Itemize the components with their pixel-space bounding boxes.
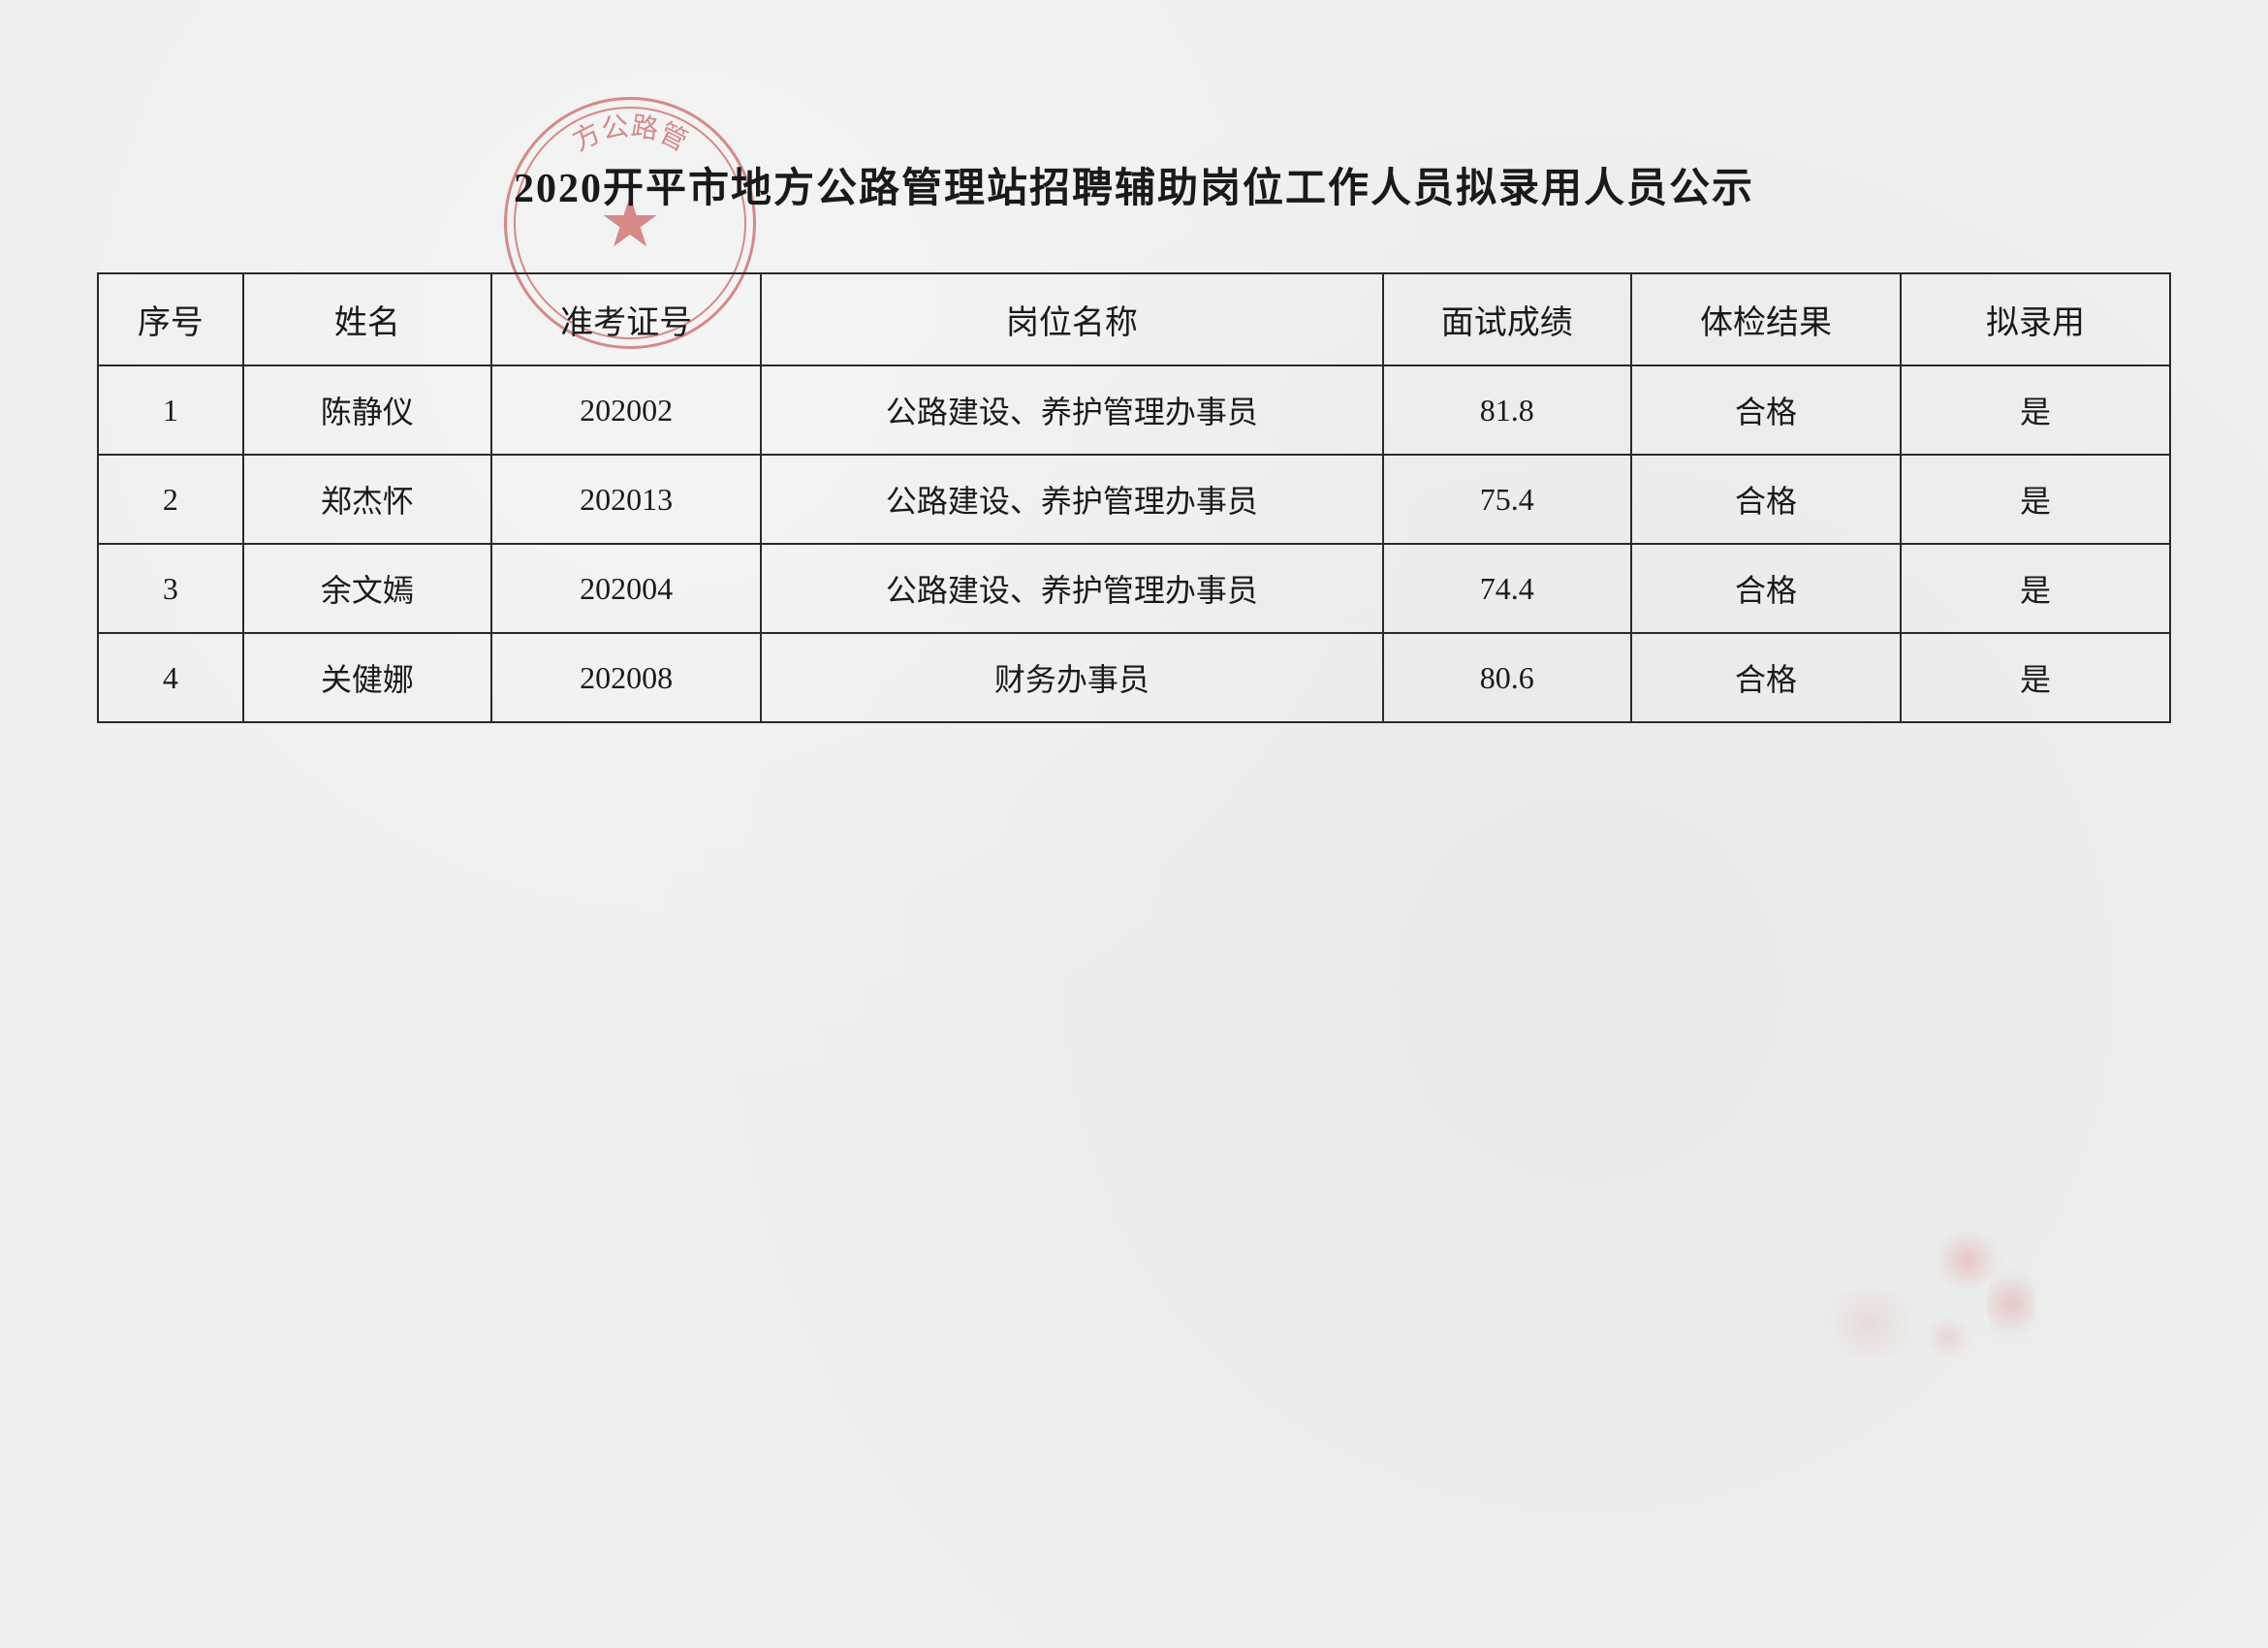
cell-score: 75.4 xyxy=(1383,455,1632,544)
cell-position: 公路建设、养护管理办事员 xyxy=(761,455,1382,544)
col-header-hired: 拟录用 xyxy=(1901,273,2170,365)
col-header-seq: 序号 xyxy=(98,273,243,365)
cell-name: 陈静仪 xyxy=(243,365,492,455)
cell-seq: 4 xyxy=(98,633,243,722)
cell-score: 81.8 xyxy=(1383,365,1632,455)
cell-hired: 是 xyxy=(1901,633,2170,722)
cell-seq: 3 xyxy=(98,544,243,633)
col-header-score: 面试成绩 xyxy=(1383,273,1632,365)
cell-exam-id: 202008 xyxy=(491,633,761,722)
col-header-physical: 体检结果 xyxy=(1631,273,1901,365)
results-table-wrap: 序号 姓名 准考证号 岗位名称 面试成绩 体检结果 拟录用 1 陈静仪 2020… xyxy=(97,272,2171,723)
cell-score: 74.4 xyxy=(1383,544,1632,633)
results-table: 序号 姓名 准考证号 岗位名称 面试成绩 体检结果 拟录用 1 陈静仪 2020… xyxy=(97,272,2171,723)
cell-position: 公路建设、养护管理办事员 xyxy=(761,544,1382,633)
cell-physical: 合格 xyxy=(1631,455,1901,544)
cell-seq: 2 xyxy=(98,455,243,544)
table-row: 2 郑杰怀 202013 公路建设、养护管理办事员 75.4 合格 是 xyxy=(98,455,2170,544)
cell-physical: 合格 xyxy=(1631,365,1901,455)
ink-smudge xyxy=(1774,1221,2064,1396)
col-header-name: 姓名 xyxy=(243,273,492,365)
cell-name: 余文嫣 xyxy=(243,544,492,633)
cell-hired: 是 xyxy=(1901,365,2170,455)
cell-hired: 是 xyxy=(1901,455,2170,544)
cell-seq: 1 xyxy=(98,365,243,455)
page-title: 2020开平市地方公路管理站招聘辅助岗位工作人员拟录用人员公示 xyxy=(97,155,2171,214)
table-row: 4 关健娜 202008 财务办事员 80.6 合格 是 xyxy=(98,633,2170,722)
cell-position: 公路建设、养护管理办事员 xyxy=(761,365,1382,455)
svg-text:方公路管: 方公路管 xyxy=(568,111,693,157)
cell-exam-id: 202002 xyxy=(491,365,761,455)
cell-hired: 是 xyxy=(1901,544,2170,633)
table-row: 1 陈静仪 202002 公路建设、养护管理办事员 81.8 合格 是 xyxy=(98,365,2170,455)
col-header-exam-id: 准考证号 xyxy=(491,273,761,365)
cell-position: 财务办事员 xyxy=(761,633,1382,722)
cell-name: 郑杰怀 xyxy=(243,455,492,544)
cell-score: 80.6 xyxy=(1383,633,1632,722)
table-header-row: 序号 姓名 准考证号 岗位名称 面试成绩 体检结果 拟录用 xyxy=(98,273,2170,365)
table-row: 3 余文嫣 202004 公路建设、养护管理办事员 74.4 合格 是 xyxy=(98,544,2170,633)
cell-physical: 合格 xyxy=(1631,633,1901,722)
cell-physical: 合格 xyxy=(1631,544,1901,633)
col-header-position: 岗位名称 xyxy=(761,273,1382,365)
cell-exam-id: 202004 xyxy=(491,544,761,633)
cell-name: 关健娜 xyxy=(243,633,492,722)
cell-exam-id: 202013 xyxy=(491,455,761,544)
